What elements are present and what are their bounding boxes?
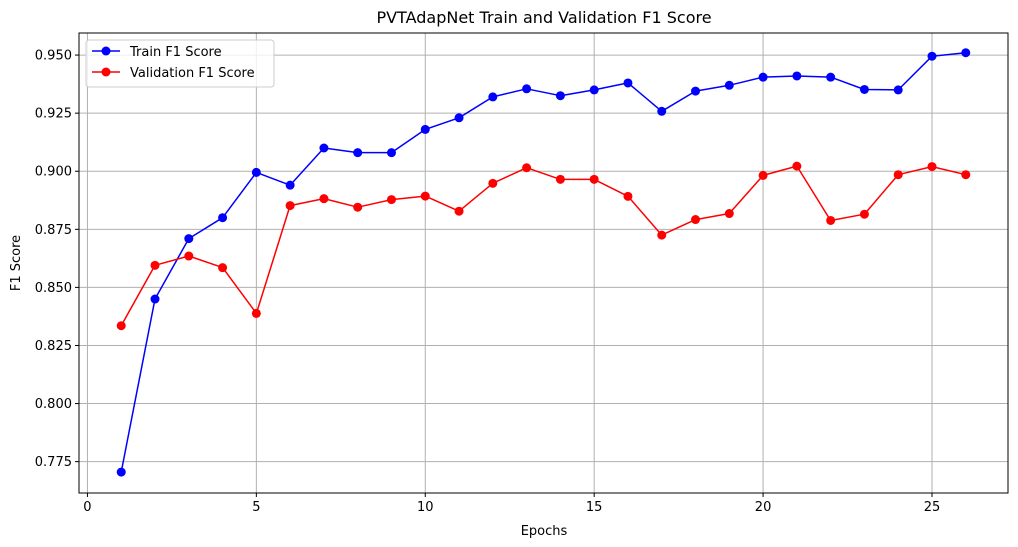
train-series-line bbox=[120, 51, 966, 473]
train-data-point bbox=[522, 84, 532, 94]
validation-data-point bbox=[319, 194, 329, 204]
grid-lines bbox=[79, 33, 1008, 493]
validation-data-point bbox=[420, 191, 430, 201]
train-data-point bbox=[251, 167, 261, 177]
train-data-point bbox=[488, 92, 498, 102]
train-data-point bbox=[724, 80, 734, 90]
x-tick-label: 0 bbox=[83, 500, 91, 515]
validation-data-point bbox=[657, 230, 667, 240]
validation-data-point bbox=[285, 201, 295, 211]
y-tick-label: 0.925 bbox=[35, 107, 72, 122]
train-data-point bbox=[420, 124, 430, 134]
validation-data-point bbox=[623, 191, 633, 201]
validation-data-point bbox=[251, 308, 261, 318]
y-tick-label: 0.775 bbox=[35, 455, 72, 470]
train-data-point bbox=[454, 113, 464, 123]
legend-train-marker bbox=[101, 46, 111, 56]
y-tick-label: 0.800 bbox=[35, 397, 72, 412]
validation-data-point bbox=[522, 163, 532, 173]
train-data-point bbox=[555, 91, 565, 101]
y-tick-label: 0.875 bbox=[35, 223, 72, 238]
validation-data-point bbox=[386, 195, 396, 205]
validation-data-point bbox=[589, 174, 599, 184]
train-data-point bbox=[859, 84, 869, 94]
legend-validation-label: Validation F1 Score bbox=[130, 66, 255, 81]
plot-area-frame bbox=[78, 32, 1009, 494]
train-data-point bbox=[218, 213, 228, 223]
train-data-point bbox=[657, 106, 667, 116]
legend-validation-marker bbox=[101, 67, 111, 77]
x-tick-label: 5 bbox=[252, 500, 260, 515]
validation-series-line bbox=[120, 165, 966, 327]
train-data-point bbox=[116, 467, 126, 477]
x-tick-label: 15 bbox=[586, 500, 603, 515]
validation-data-point bbox=[150, 260, 160, 270]
x-axis-title: Epochs bbox=[521, 524, 568, 539]
validation-data-point bbox=[116, 321, 126, 331]
legend-train-label: Train F1 Score bbox=[129, 45, 222, 60]
validation-data-point bbox=[488, 178, 498, 188]
train-data-point bbox=[893, 85, 903, 95]
train-data-point bbox=[961, 48, 971, 58]
axis-ticks: 0 5 10 15 20 25 0.775 0.800 0.825 0.850 0.875 0.900… bbox=[35, 49, 940, 515]
validation-data-point bbox=[454, 206, 464, 216]
train-data-point bbox=[826, 72, 836, 82]
validation-data-point bbox=[724, 209, 734, 219]
validation-data-point bbox=[927, 162, 937, 172]
train-data-point bbox=[589, 85, 599, 95]
train-data-point bbox=[691, 86, 701, 96]
train-data-point bbox=[927, 51, 937, 61]
validation-data-point bbox=[893, 170, 903, 180]
validation-data-point bbox=[691, 215, 701, 225]
train-data-point bbox=[184, 234, 194, 244]
x-tick-label: 10 bbox=[417, 500, 434, 515]
x-tick-label: 25 bbox=[924, 500, 941, 515]
train-data-point bbox=[623, 78, 633, 88]
validation-data-point bbox=[792, 161, 802, 171]
validation-data-point bbox=[353, 202, 363, 212]
train-data-point bbox=[319, 143, 329, 153]
legend: Train F1 Score Validation F1 Score bbox=[85, 39, 275, 88]
train-data-point bbox=[386, 148, 396, 158]
train-data-point bbox=[758, 72, 768, 82]
validation-data-point bbox=[826, 215, 836, 225]
chart-title: PVTAdapNet Train and Validation F1 Score bbox=[376, 8, 711, 27]
train-data-point bbox=[792, 71, 802, 81]
x-tick-label: 20 bbox=[755, 500, 772, 515]
validation-data-point bbox=[555, 174, 565, 184]
train-data-point bbox=[353, 148, 363, 158]
train-data-point bbox=[285, 180, 295, 190]
train-data-point bbox=[150, 294, 160, 304]
y-axis-title: F1 Score bbox=[9, 235, 24, 291]
validation-data-point bbox=[758, 170, 768, 180]
y-tick-label: 0.825 bbox=[35, 339, 72, 354]
validation-data-point bbox=[184, 251, 194, 261]
validation-data-point bbox=[218, 263, 228, 273]
y-tick-label: 0.900 bbox=[35, 165, 72, 180]
y-tick-label: 0.950 bbox=[35, 49, 72, 64]
y-tick-label: 0.850 bbox=[35, 281, 72, 296]
legend-box bbox=[85, 39, 275, 88]
validation-data-point bbox=[961, 170, 971, 180]
series-layer bbox=[116, 48, 971, 477]
validation-data-point bbox=[859, 209, 869, 219]
